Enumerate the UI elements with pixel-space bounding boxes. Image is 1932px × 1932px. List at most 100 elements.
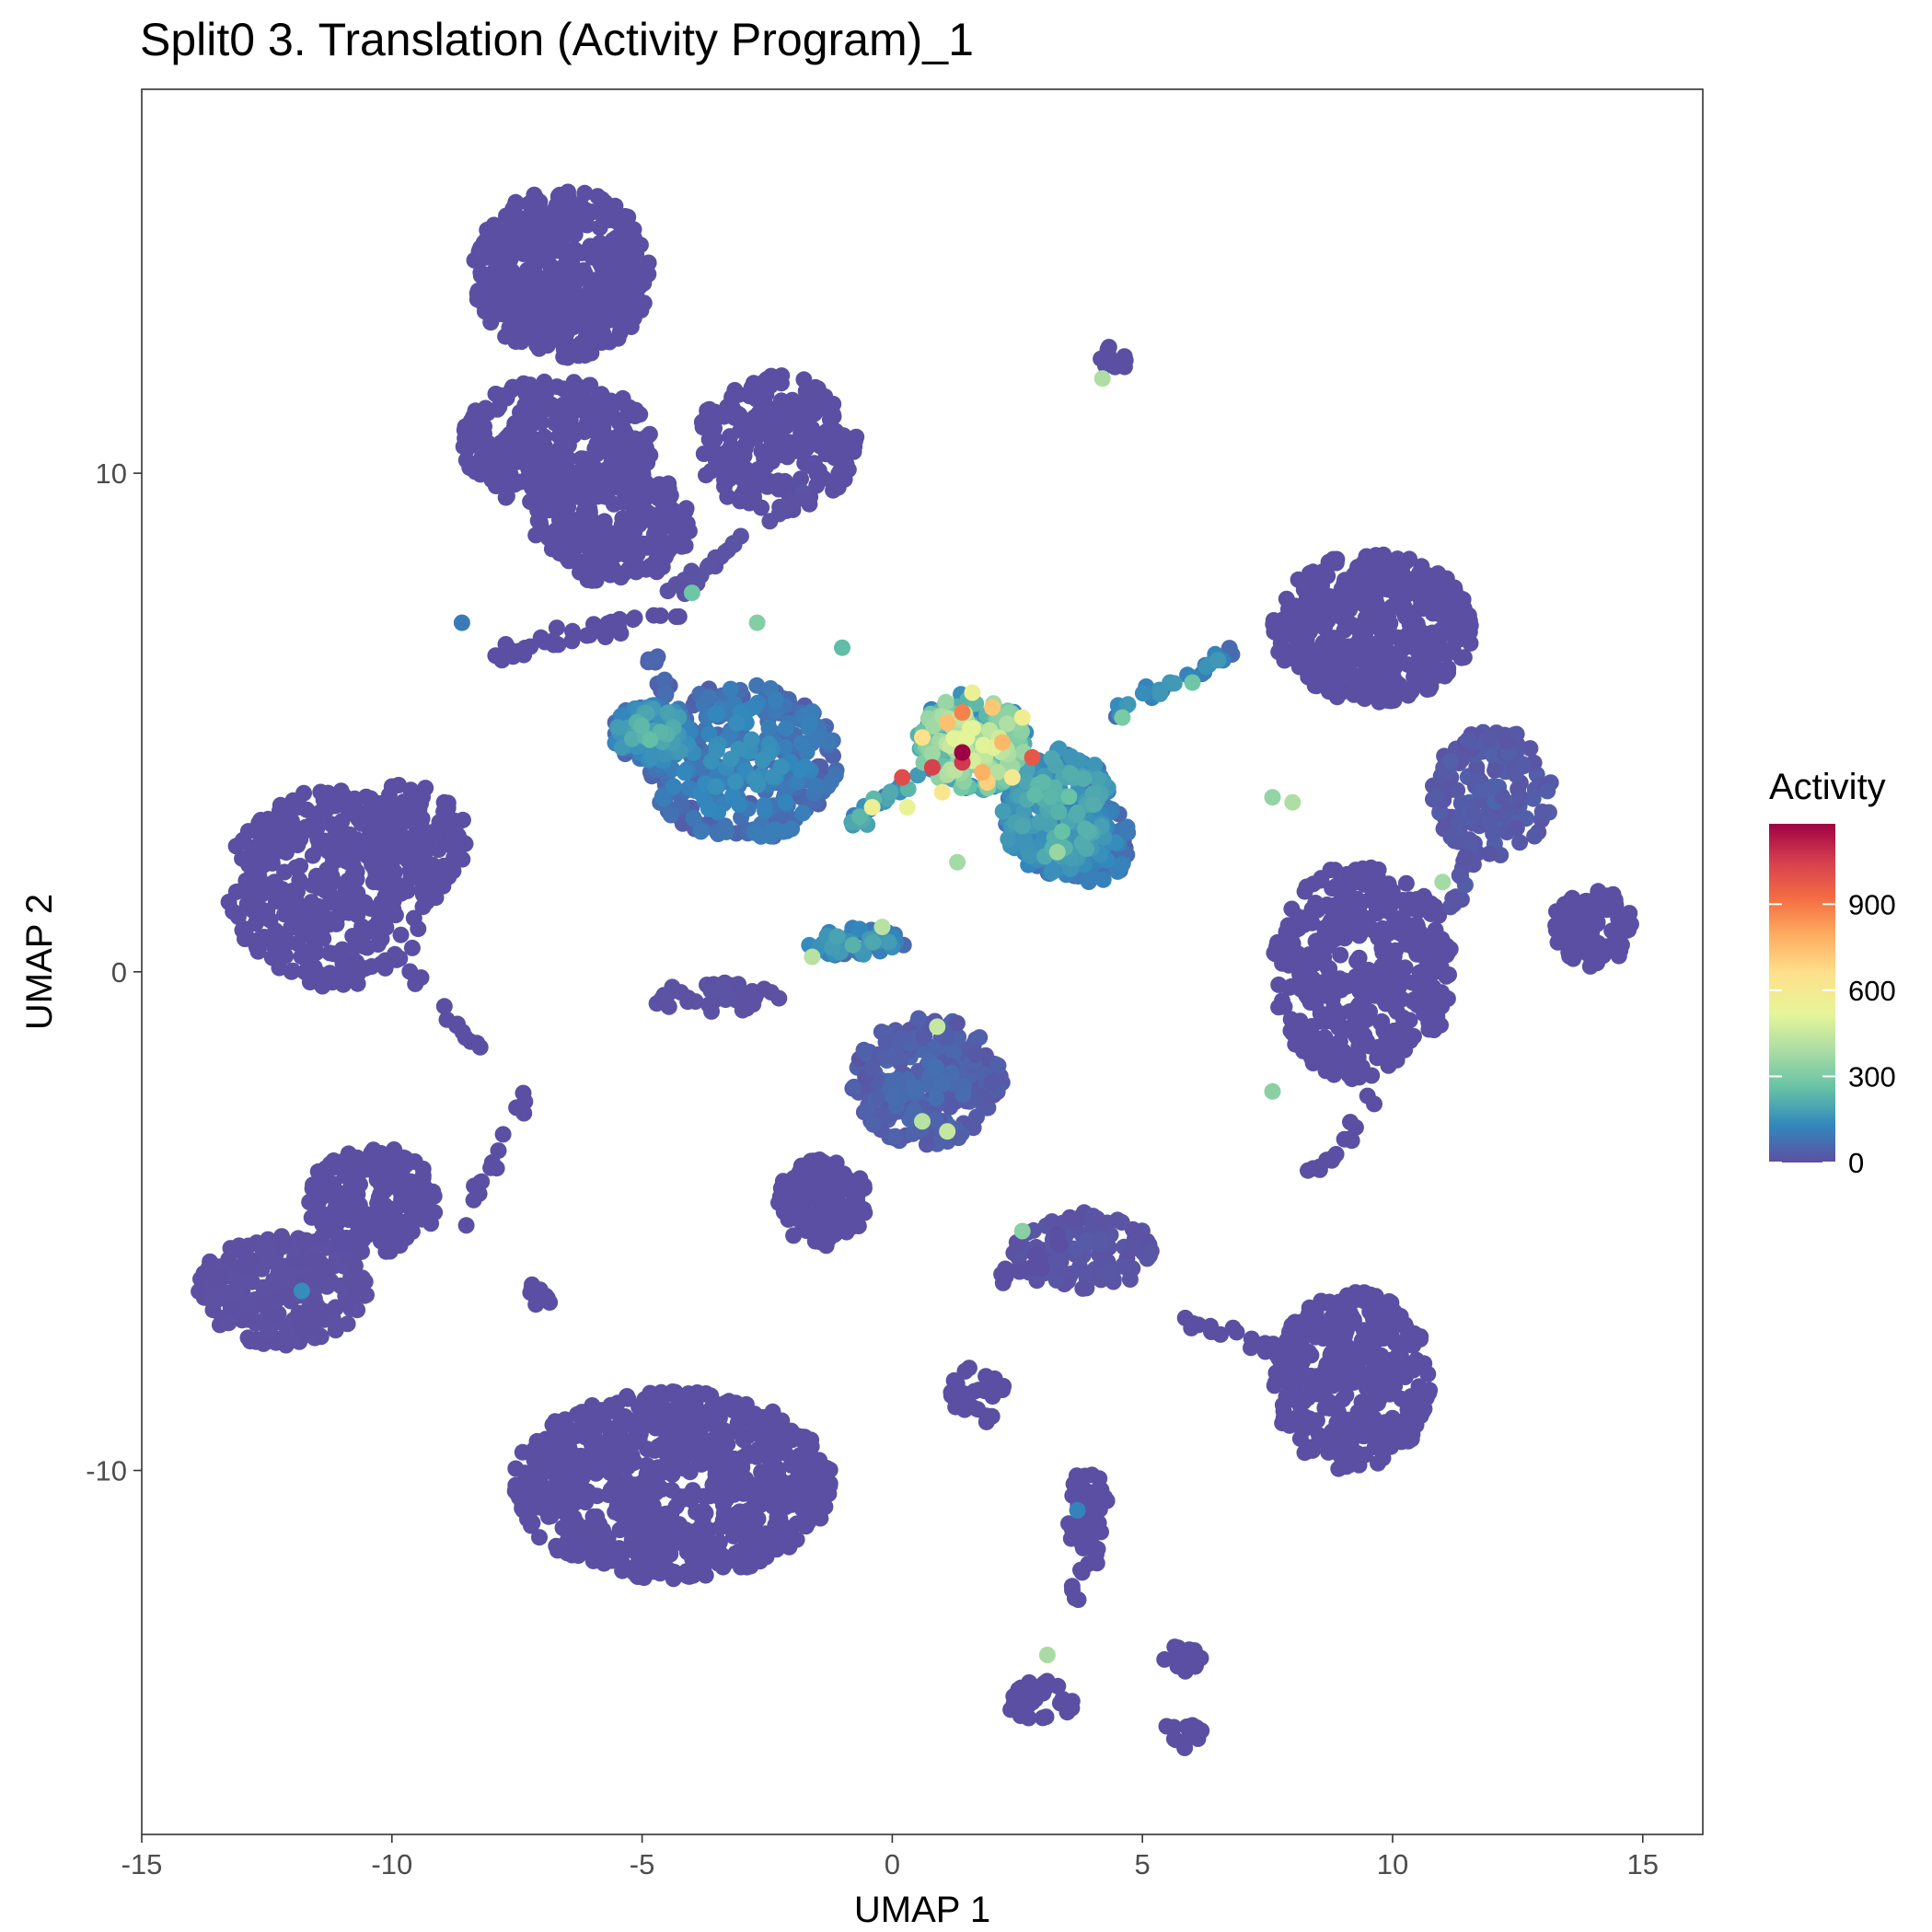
cell-point — [381, 849, 399, 865]
cell-point — [791, 1430, 808, 1448]
cell-point — [565, 422, 583, 439]
cell-point — [915, 1029, 932, 1047]
cell-point — [358, 844, 376, 861]
cell-point — [619, 1483, 636, 1500]
cell-point — [848, 428, 865, 445]
cell-point — [226, 1270, 244, 1288]
cell-point — [291, 1320, 308, 1337]
cell-point — [918, 1136, 935, 1153]
cell-point — [1337, 1337, 1355, 1354]
cell-point — [1352, 924, 1370, 942]
cell-point — [758, 386, 775, 403]
cell-point — [1070, 1212, 1087, 1229]
cell-point — [636, 1391, 654, 1408]
cell-point — [660, 480, 677, 498]
cell-point — [1498, 733, 1516, 750]
cell-point — [717, 1459, 735, 1476]
cell-point — [1354, 665, 1371, 683]
cell-point — [618, 408, 635, 425]
cell-point — [948, 1014, 966, 1032]
cell-point — [1035, 1684, 1052, 1702]
cell-point — [491, 477, 508, 494]
cell-point — [638, 1456, 655, 1474]
cell-point — [700, 400, 718, 418]
cell-point — [227, 1285, 245, 1302]
cell-point — [503, 262, 521, 280]
cell-point — [1349, 1363, 1367, 1381]
cell-point — [293, 948, 310, 966]
cell-point — [1047, 1271, 1065, 1289]
cell-point — [851, 1170, 869, 1187]
cell-point — [787, 442, 804, 459]
cell-point — [1299, 908, 1316, 925]
cell-point — [544, 1503, 561, 1521]
cell-point — [1124, 1238, 1141, 1255]
cell-point — [1309, 1385, 1326, 1403]
cell-point — [514, 1443, 531, 1461]
cell-point — [1324, 1376, 1341, 1394]
cell-point — [602, 559, 619, 576]
cell-point — [1266, 1377, 1283, 1394]
cell-point — [321, 965, 339, 982]
cell-point — [1315, 594, 1333, 611]
cell-point — [1074, 1279, 1092, 1297]
cell-point — [1298, 878, 1315, 896]
cell-point — [1548, 903, 1565, 920]
cell-point — [777, 1184, 794, 1201]
cell-point — [1364, 1362, 1382, 1379]
cell-point — [815, 469, 832, 487]
cell-point — [245, 895, 262, 912]
cell-point — [735, 447, 753, 465]
cell-point — [747, 1411, 765, 1429]
cell-point — [629, 1531, 646, 1548]
cell-point — [558, 251, 575, 269]
cell-point — [351, 1274, 368, 1291]
cell-point — [340, 969, 357, 987]
cell-point — [1284, 1024, 1301, 1042]
cell-point — [1343, 1070, 1360, 1088]
cell-point — [559, 1544, 576, 1562]
cell-point — [640, 1544, 657, 1561]
cell-point — [250, 867, 268, 885]
cell-point — [1113, 1214, 1130, 1231]
cell-point — [632, 1407, 650, 1425]
cell-point — [1401, 550, 1418, 568]
cell-point — [726, 409, 744, 426]
cell-point — [758, 478, 776, 495]
cell-point — [1320, 987, 1337, 1004]
cell-point — [677, 500, 695, 517]
cell-point — [325, 873, 342, 890]
cell-point — [680, 1568, 698, 1585]
cell-point — [1369, 1394, 1386, 1411]
cell-point — [767, 1447, 783, 1464]
cell-point — [438, 833, 456, 850]
cell-point — [1063, 1693, 1081, 1710]
cell-point — [1465, 805, 1483, 823]
cell-point — [240, 856, 258, 873]
cell-point — [1361, 1003, 1378, 1021]
cell-point — [622, 318, 640, 336]
cell-point — [1320, 1443, 1337, 1461]
cell-point — [691, 1437, 708, 1454]
cell-point — [1446, 583, 1463, 599]
cell-point — [1610, 939, 1627, 956]
cell-point — [376, 1197, 394, 1214]
cell-point — [1589, 954, 1605, 972]
cell-point — [1181, 1641, 1197, 1659]
cell-point — [706, 1473, 723, 1490]
cell-point — [763, 432, 781, 449]
cell-point — [631, 1425, 649, 1442]
cell-point — [1323, 899, 1339, 917]
cell-point — [537, 297, 554, 315]
cell-point — [967, 1046, 985, 1063]
cell-point — [548, 287, 565, 305]
cell-point — [1373, 1012, 1391, 1030]
cell-point — [1442, 828, 1460, 846]
cell-point — [229, 908, 247, 925]
cell-point — [351, 1198, 368, 1215]
cell-point — [482, 314, 500, 331]
cell-point — [338, 1230, 355, 1246]
cell-point — [859, 1103, 876, 1120]
cell-point — [896, 1030, 913, 1047]
cell-point — [477, 399, 494, 417]
